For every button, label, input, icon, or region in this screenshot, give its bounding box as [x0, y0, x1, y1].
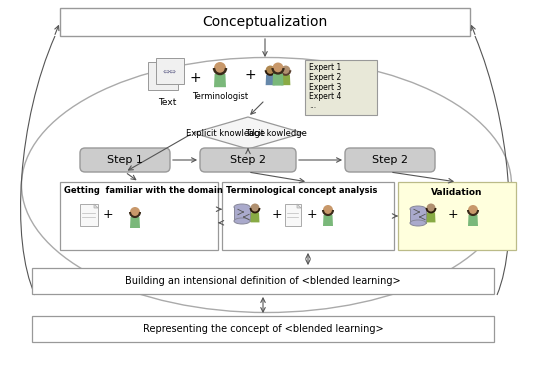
Text: +: + [103, 208, 114, 222]
Text: Text: Text [158, 98, 176, 107]
Bar [32, 316, 494, 342]
FancyBboxPatch shape [345, 148, 435, 172]
Text: Representing the concept of <blended learning>: Representing the concept of <blended lea… [143, 324, 383, 334]
Text: Expert 1: Expert 1 [309, 63, 341, 72]
Text: +: + [448, 208, 458, 222]
Polygon shape [272, 74, 284, 86]
Text: Conceptualization: Conceptualization [203, 15, 328, 29]
Text: Building an intensional definition of <blended learning>: Building an intensional definition of <b… [125, 276, 401, 286]
Polygon shape [265, 75, 275, 85]
Text: ⇔⇔: ⇔⇔ [156, 72, 170, 81]
Bar [398, 182, 516, 250]
Text: Expert 3: Expert 3 [309, 83, 341, 92]
FancyBboxPatch shape [200, 148, 296, 172]
Text: +: + [244, 68, 256, 82]
Circle shape [426, 204, 435, 213]
Text: Expert 4: Expert 4 [309, 92, 341, 101]
Circle shape [265, 66, 275, 75]
Polygon shape [468, 215, 478, 226]
Bar [222, 182, 394, 250]
Bar [148, 62, 178, 90]
Text: Terminologist: Terminologist [192, 92, 248, 101]
Bar [285, 204, 301, 226]
Bar [60, 8, 470, 36]
Text: Step 2: Step 2 [230, 155, 266, 165]
Circle shape [251, 204, 260, 213]
Text: Tacit kowledge: Tacit kowledge [245, 129, 307, 138]
Polygon shape [94, 204, 98, 208]
Polygon shape [193, 117, 303, 149]
Text: Step 1: Step 1 [107, 155, 143, 165]
Polygon shape [323, 215, 333, 226]
Text: Terminological concept analysis: Terminological concept analysis [226, 186, 377, 195]
Text: Explicit knowledge: Explicit knowledge [187, 129, 265, 138]
Polygon shape [214, 74, 226, 87]
Circle shape [272, 63, 284, 74]
Ellipse shape [234, 218, 250, 224]
Circle shape [323, 205, 333, 215]
Bar [410, 209, 426, 223]
Bar [32, 268, 494, 294]
Circle shape [130, 207, 140, 217]
Ellipse shape [410, 206, 426, 212]
Polygon shape [297, 204, 301, 208]
Text: Step 2: Step 2 [372, 155, 408, 165]
Polygon shape [281, 75, 290, 85]
Text: Getting  familiar with the domain: Getting familiar with the domain [64, 186, 223, 195]
Circle shape [214, 62, 226, 74]
Circle shape [281, 66, 290, 75]
Text: +: + [189, 71, 201, 85]
Text: ⇔⇔: ⇔⇔ [163, 66, 177, 75]
Polygon shape [251, 213, 260, 222]
Ellipse shape [410, 220, 426, 226]
Bar [60, 182, 218, 250]
Text: +: + [306, 208, 317, 222]
Text: Validation: Validation [431, 188, 483, 197]
Polygon shape [130, 217, 140, 228]
Text: ...: ... [309, 101, 316, 110]
Circle shape [468, 205, 478, 215]
Polygon shape [426, 213, 435, 222]
Text: +: + [272, 208, 282, 222]
FancyBboxPatch shape [80, 148, 170, 172]
Bar [305, 60, 377, 115]
Text: Expert 2: Expert 2 [309, 73, 341, 82]
Bar [156, 58, 184, 84]
Ellipse shape [234, 204, 250, 210]
Bar [80, 204, 98, 226]
Bar [234, 207, 250, 221]
